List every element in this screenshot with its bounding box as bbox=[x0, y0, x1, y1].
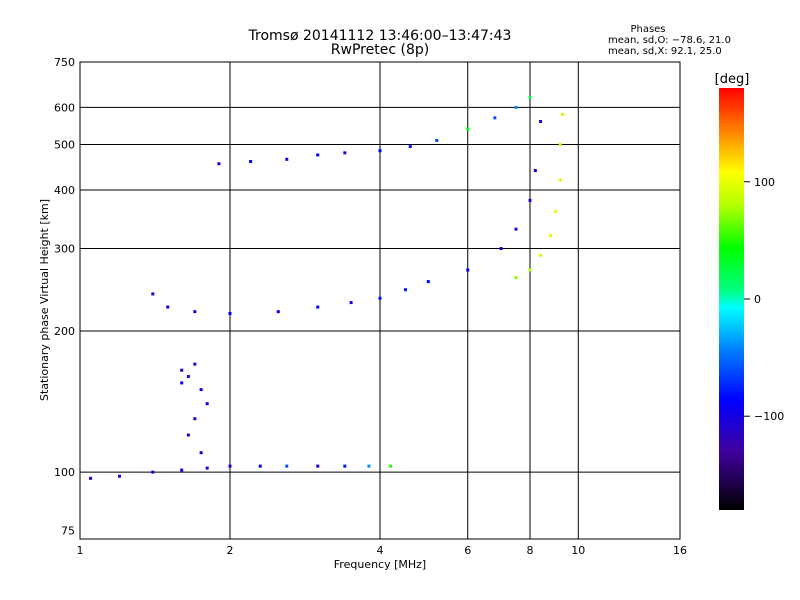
data-point bbox=[558, 143, 562, 147]
chart-subtitle: RwPretec (8p) bbox=[331, 42, 429, 58]
data-point bbox=[276, 310, 280, 314]
x-tick-label: 4 bbox=[377, 544, 384, 557]
data-point bbox=[151, 470, 155, 474]
data-point bbox=[193, 417, 197, 421]
x-tick-label: 6 bbox=[464, 544, 471, 557]
data-point bbox=[285, 157, 289, 161]
data-point bbox=[435, 139, 439, 143]
data-point bbox=[180, 468, 184, 472]
data-point bbox=[561, 112, 565, 116]
data-point bbox=[539, 119, 543, 123]
data-point bbox=[514, 105, 518, 109]
data-point bbox=[193, 362, 197, 366]
data-point bbox=[493, 116, 497, 120]
x-tick-label: 2 bbox=[227, 544, 234, 557]
data-points bbox=[89, 95, 565, 480]
x-tick-labels: 1 2 4 6 8 10 16 bbox=[77, 544, 688, 557]
data-point bbox=[426, 280, 430, 284]
y-tick-label: 500 bbox=[54, 139, 75, 152]
data-point bbox=[528, 268, 532, 272]
y-tick-label: 100 bbox=[54, 466, 75, 479]
data-point bbox=[528, 198, 532, 202]
data-point bbox=[378, 296, 382, 300]
data-point bbox=[228, 464, 232, 468]
colorbar-tick-label: 0 bbox=[754, 293, 761, 306]
data-point bbox=[403, 288, 407, 292]
data-point bbox=[249, 160, 253, 164]
data-point bbox=[117, 474, 121, 478]
data-point bbox=[553, 209, 557, 213]
x-tick-label: 10 bbox=[571, 544, 585, 557]
y-tick-label: 75 bbox=[61, 525, 75, 538]
x-tick-label: 16 bbox=[673, 544, 687, 557]
colorbar-tick-label: −100 bbox=[754, 410, 784, 423]
data-point bbox=[205, 466, 209, 470]
y-tick-label: 400 bbox=[54, 184, 75, 197]
data-point bbox=[199, 451, 203, 455]
data-point bbox=[408, 145, 412, 149]
data-point bbox=[514, 276, 518, 280]
x-tick-label: 1 bbox=[77, 544, 84, 557]
chart-title: Tromsø 20141112 13:46:00–13:47:43 bbox=[248, 28, 512, 44]
data-point bbox=[89, 476, 93, 480]
y-tick-labels: 75 100 200 300 400 500 600 750 bbox=[54, 56, 75, 538]
data-point bbox=[316, 305, 320, 309]
data-point bbox=[549, 233, 553, 237]
y-tick-label: 300 bbox=[54, 243, 75, 256]
phase-info-heading: Phases bbox=[630, 24, 665, 35]
colorbar-ticks: 100 0 −100 bbox=[744, 176, 784, 423]
data-point bbox=[466, 268, 470, 272]
x-tick-label: 8 bbox=[527, 544, 534, 557]
data-point bbox=[199, 388, 203, 392]
data-point bbox=[228, 312, 232, 316]
grid-lines bbox=[80, 62, 680, 539]
data-point bbox=[316, 464, 320, 468]
data-point bbox=[186, 433, 190, 437]
phase-info-line2: mean, sd,X: 92.1, 25.0 bbox=[608, 46, 722, 57]
data-point bbox=[343, 464, 347, 468]
data-point bbox=[343, 151, 347, 155]
data-point bbox=[389, 464, 393, 468]
data-point bbox=[367, 464, 371, 468]
data-point bbox=[193, 310, 197, 314]
data-point bbox=[151, 292, 155, 296]
phase-info-line1: mean, sd,O: −78.6, 21.0 bbox=[608, 35, 731, 46]
data-point bbox=[533, 169, 537, 173]
y-tick-label: 600 bbox=[54, 101, 75, 114]
data-point bbox=[539, 253, 543, 257]
data-point bbox=[316, 153, 320, 157]
data-point bbox=[186, 374, 190, 378]
data-point bbox=[514, 227, 518, 231]
y-tick-label: 750 bbox=[54, 56, 75, 69]
data-point bbox=[285, 464, 289, 468]
data-point bbox=[180, 381, 184, 385]
data-point bbox=[258, 464, 262, 468]
colorbar bbox=[719, 88, 744, 510]
data-point bbox=[528, 95, 532, 99]
data-point bbox=[205, 402, 209, 406]
y-tick-label: 200 bbox=[54, 325, 75, 338]
data-point bbox=[217, 162, 221, 166]
colorbar-tick-label: 100 bbox=[754, 176, 775, 189]
data-point bbox=[166, 305, 170, 309]
data-point bbox=[499, 247, 503, 251]
data-point bbox=[466, 127, 470, 131]
x-axis-label: Frequency [MHz] bbox=[334, 558, 426, 571]
data-point bbox=[349, 301, 353, 305]
y-axis-label: Stationary phase Virtual Height [km] bbox=[38, 199, 51, 401]
data-point bbox=[378, 149, 382, 153]
colorbar-label: [deg] bbox=[715, 72, 750, 87]
data-point bbox=[558, 178, 562, 182]
data-point bbox=[180, 368, 184, 372]
